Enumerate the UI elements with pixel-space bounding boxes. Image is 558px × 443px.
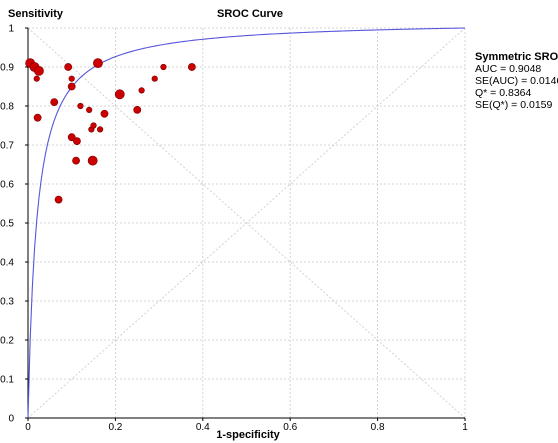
data-point-6: [54, 195, 63, 204]
data-point-7: [64, 63, 73, 71]
data-point-9: [67, 82, 76, 91]
data-point-23: [138, 87, 145, 94]
data-point-21: [114, 89, 125, 100]
x-tick-label-1: 0.2: [108, 422, 122, 433]
y-tick-label-8: 0.8: [0, 102, 14, 113]
y-axis-label: Sensitivity: [8, 8, 64, 20]
y-tick-label-0: 0: [8, 414, 14, 425]
y-tick-label-3: 0.3: [0, 297, 14, 308]
diagonal-line-descending: [27, 27, 466, 419]
y-axis-ticks: 0 0.1 0.2 0.3 0.4 0.5 0.6 0.7 0.8 0.9 1: [0, 24, 28, 425]
data-point-5: [50, 98, 59, 106]
x-axis-ticks: 0 0.2 0.4 0.6 0.8 1: [25, 418, 468, 433]
stats-se-auc: SE(AUC) = 0.0146: [475, 75, 558, 87]
stats-title: Symmetric SROC: [475, 51, 558, 63]
data-point-14: [86, 106, 93, 113]
y-tick-label-6: 0.6: [0, 180, 14, 191]
y-tick-label-4: 0.4: [0, 258, 14, 269]
data-point-16: [90, 122, 97, 129]
data-points-layer: [25, 58, 196, 204]
data-point-2: [34, 66, 44, 76]
y-tick-label-7: 0.7: [0, 141, 14, 152]
grid-lines: [27, 27, 466, 419]
data-point-25: [160, 63, 167, 71]
y-tick-label-1: 0.1: [0, 375, 14, 386]
x-tick-label-5: 1: [462, 422, 468, 433]
stats-se-q-star: SE(Q*) = 0.0159: [475, 99, 552, 111]
y-tick-label-9: 0.9: [0, 63, 14, 74]
data-point-8: [68, 75, 75, 82]
stats-box: Symmetric SROC AUC = 0.9048 SE(AUC) = 0.…: [475, 51, 558, 111]
x-tick-label-4: 0.8: [371, 422, 385, 433]
stats-q-star: Q* = 0.8364: [475, 87, 531, 99]
data-point-4: [33, 113, 42, 122]
data-point-20: [100, 109, 109, 118]
data-point-22: [133, 106, 142, 114]
data-point-26: [187, 63, 196, 71]
x-tick-label-2: 0.4: [196, 422, 210, 433]
chart-title: SROC Curve: [217, 8, 283, 20]
data-point-17: [87, 155, 98, 166]
stats-auc: AUC = 0.9048: [475, 63, 541, 75]
y-tick-label-5: 0.5: [0, 219, 14, 230]
data-point-19: [97, 126, 104, 133]
x-axis-label: 1-specificity: [216, 429, 280, 441]
data-point-18: [93, 58, 103, 68]
data-point-10: [67, 133, 76, 142]
data-point-11: [73, 137, 81, 145]
y-tick-label-2: 0.2: [0, 336, 14, 347]
data-point-13: [77, 102, 84, 110]
x-tick-label-0: 0: [25, 422, 31, 433]
y-tick-label-10: 1: [8, 24, 14, 35]
data-point-12: [72, 156, 80, 165]
data-point-24: [151, 75, 158, 82]
x-tick-label-3: 0.6: [283, 422, 297, 433]
data-point-3: [33, 75, 40, 82]
